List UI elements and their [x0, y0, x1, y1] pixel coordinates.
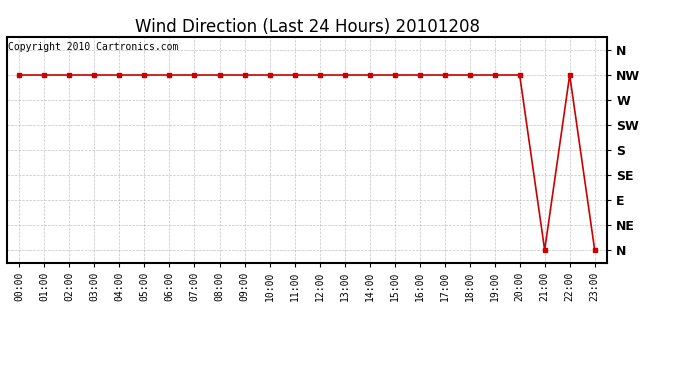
- Title: Wind Direction (Last 24 Hours) 20101208: Wind Direction (Last 24 Hours) 20101208: [135, 18, 480, 36]
- Text: Copyright 2010 Cartronics.com: Copyright 2010 Cartronics.com: [8, 42, 179, 52]
